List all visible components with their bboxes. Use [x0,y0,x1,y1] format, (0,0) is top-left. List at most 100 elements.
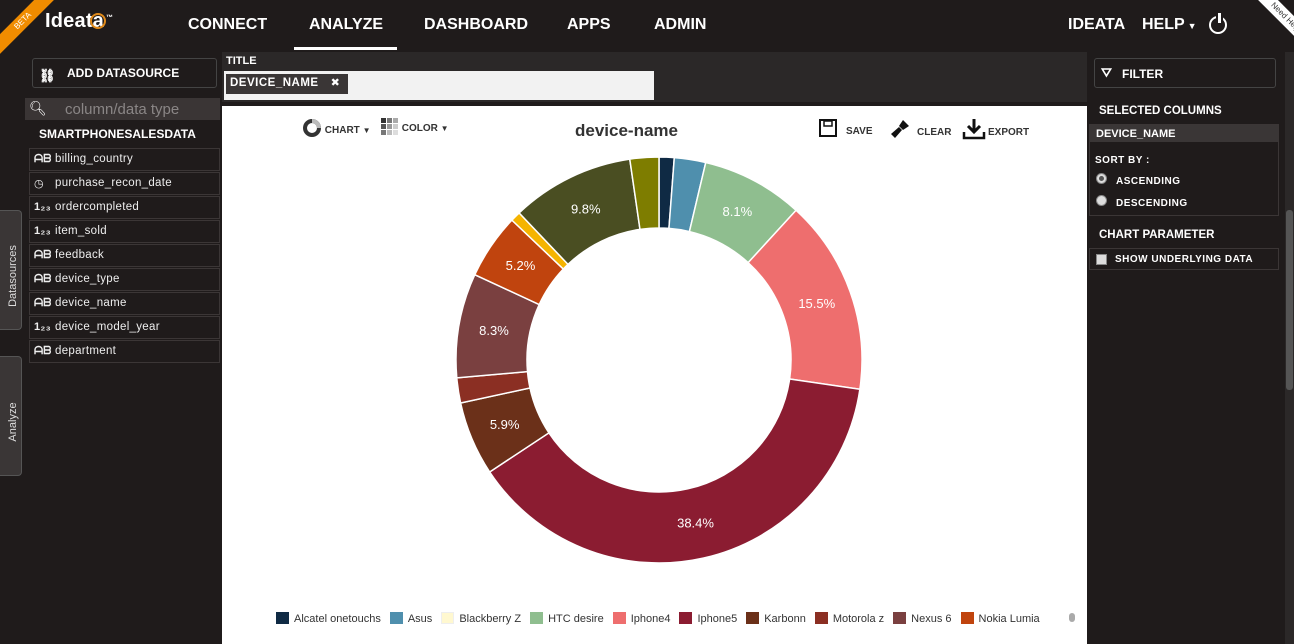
selected-column-name[interactable]: DEVICE_NAME [1090,125,1278,142]
clear-label: CLEAR [917,127,952,138]
column-item-item-sold[interactable]: 1₂₃ item_sold [29,220,220,243]
nav-apps[interactable]: APPS [567,16,611,33]
donut-chart: 8.1% 15.5% 38.4% 5.9% 8.3% 5.2% 9.8% [455,156,863,564]
column-item-ordercompleted[interactable]: 1₂₃ ordercompleted [29,196,220,219]
save-button[interactable]: SAVE [818,118,873,138]
legend-swatch [814,612,828,624]
clear-button[interactable]: CLEAR [889,118,951,140]
nav-user[interactable]: IDEATA [1068,16,1126,33]
legend-item[interactable]: Karbonn [746,612,806,625]
right-scrollbar[interactable] [1285,52,1294,644]
column-item-department[interactable]: ᗩᗷ department [29,340,220,363]
column-item-feedback[interactable]: ᗩᗷ feedback [29,244,220,267]
legend-swatch [276,612,289,624]
donut-chart-icon [303,119,321,137]
color-grid-icon [381,118,398,135]
tab-analyze[interactable]: Analyze [0,356,22,476]
legend-item[interactable]: Asus [389,612,432,625]
help-label: HELP [1142,16,1185,33]
legend-swatch [612,612,626,624]
donut-slice[interactable] [488,378,861,564]
clock-icon: ◷ [34,178,44,190]
sort-by-label: SORT BY : [1095,155,1150,166]
text-type-icon: ᗩᗷ [34,273,52,285]
column-item-label: device_model_year [55,321,160,333]
legend-item[interactable]: Iphone5 [679,612,737,625]
text-type-icon: ᗩᗷ [34,153,52,165]
chevron-down-icon: ▼ [362,126,371,135]
legend-swatch [893,612,907,624]
show-underlying-checkbox[interactable] [1096,254,1107,265]
filter-icon: ⛛ [1101,65,1112,80]
descending-radio[interactable] [1096,195,1107,206]
chevron-down-icon: ▼ [440,124,449,133]
legend-item[interactable]: Motorola z [814,612,885,625]
legend-swatch [746,612,760,624]
title-drop-zone[interactable]: DEVICE_NAME ✖ [224,71,654,100]
legend-scroll-handle[interactable] [1069,613,1075,622]
power-icon[interactable] [1209,13,1227,34]
legend-label: Alcatel onetouchs [294,613,381,625]
ideata-logo[interactable]: Ideata ™ [45,10,113,33]
nav-help[interactable]: HELP ▼ [1142,16,1197,34]
column-item-label: department [55,345,117,357]
search-icon: 🔍︎ [29,100,47,116]
slice-label: 5.9% [490,417,520,432]
nav-dashboard[interactable]: DASHBOARD [424,16,528,33]
number-type-icon: 1₂₃ [34,321,51,333]
legend-item[interactable]: Nokia Lumia [960,612,1040,625]
legend-label: Motorola z [832,613,885,625]
link-icon: ⛓ [39,68,56,83]
selected-column-panel: DEVICE_NAME SORT BY : ASCENDING DESCENDI… [1089,124,1279,216]
column-item-device-name[interactable]: ᗩᗷ device_name [29,292,220,315]
tab-datasources[interactable]: Datasources [0,210,22,330]
text-type-icon: ᗩᗷ [34,249,52,261]
text-type-icon: ᗩᗷ [34,297,52,309]
legend-item[interactable]: Iphone4 [612,612,670,625]
search-input[interactable] [63,100,213,118]
save-label: SAVE [846,126,873,137]
slice-label: 5.2% [506,258,536,273]
column-chip[interactable]: DEVICE_NAME ✖ [226,74,349,94]
column-item-purchase-recon-date[interactable]: ◷ purchase_recon_date [29,172,220,195]
column-item-label: billing_country [55,153,134,165]
ascending-radio[interactable] [1096,173,1107,184]
legend-label: Blackberry Z [459,613,522,625]
scrollbar-thumb[interactable] [1286,210,1293,390]
chart-title: device-name [575,121,678,140]
logo-tm: ™ [106,14,114,22]
legend-label: Nokia Lumia [978,613,1040,625]
donut-slice[interactable] [628,156,660,231]
legend-swatch [389,612,403,624]
column-item-device-model-year[interactable]: 1₂₃ device_model_year [29,316,220,339]
chart-parameter-heading: CHART PARAMETER [1099,229,1215,241]
color-button[interactable]: COLOR ▼ [381,118,449,136]
tab-datasources-label: Datasources [7,245,19,307]
legend-item[interactable]: Alcatel onetouchs [276,612,381,625]
filter-button[interactable]: ⛛ FILTER [1094,58,1276,88]
save-icon [819,119,837,137]
column-item-billing-country[interactable]: ᗩᗷ billing_country [29,148,220,171]
column-item-device-type[interactable]: ᗩᗷ device_type [29,268,220,291]
show-underlying-data-option[interactable]: SHOW UNDERLYING DATA [1089,248,1279,270]
need-help-ribbon[interactable]: Need Help? [1256,0,1294,38]
nav-connect[interactable]: CONNECT [188,16,268,33]
export-button[interactable]: EXPORT [962,118,1029,140]
column-item-label: device_name [55,297,127,309]
descending-label[interactable]: DESCENDING [1116,198,1188,209]
column-item-label: purchase_recon_date [55,177,172,189]
close-icon[interactable]: ✖ [330,77,341,89]
chart-type-button[interactable]: CHART ▼ [302,118,370,138]
ascending-label[interactable]: ASCENDING [1116,176,1181,187]
nav-admin[interactable]: ADMIN [654,16,707,33]
add-datasource-button[interactable]: ⛓ ADD DATASOURCE [32,58,217,88]
column-item-label: feedback [55,249,105,261]
legend-item[interactable]: HTC desire [530,612,604,625]
legend-item[interactable]: Blackberry Z [441,612,521,625]
show-underlying-label: SHOW UNDERLYING DATA [1115,254,1254,265]
legend-label: Nexus 6 [911,613,952,625]
legend-item[interactable]: Nexus 6 [893,612,952,625]
nav-analyze[interactable]: ANALYZE [293,16,398,50]
column-search: 🔍︎ [25,98,220,120]
legend-label: Karbonn [764,613,806,625]
